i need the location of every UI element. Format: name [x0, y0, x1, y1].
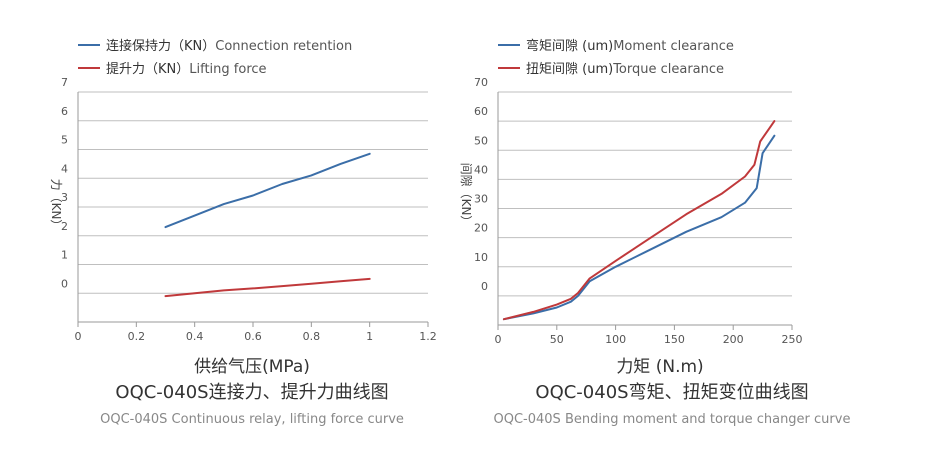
legend-right-label-1: 扭矩间隙 (um)Torque clearance	[526, 62, 724, 77]
y-tick-label-right-4: 40	[474, 163, 488, 176]
legend-left-label-1: 提升力（KN）Lifting force	[106, 61, 267, 77]
legend-left: 连接保持力（KN）Connection retention 提升力（KN）Lif…	[78, 38, 352, 77]
y-tick-label-right-0: 0	[481, 280, 488, 293]
legend-right-label-0: 弯矩间隙 (um)Moment clearance	[526, 38, 734, 54]
x-tick-label-left-5: 1	[366, 330, 373, 343]
y-axis-label-left: 力（KN）	[49, 179, 63, 232]
chart-left: 连接保持力（KN）Connection retention 提升力（KN）Lif…	[49, 38, 437, 427]
chart-title-right: OQC-040S弯矩、扭矩变位曲线图	[535, 382, 808, 403]
series-line-right-1	[502, 120, 776, 321]
y-tick-label-left-5: 5	[61, 134, 68, 147]
chart-right: 弯矩间隙 (um)Moment clearance 扭矩间隙 (um)Torqu…	[459, 38, 850, 427]
legend-right: 弯矩间隙 (um)Moment clearance 扭矩间隙 (um)Torqu…	[498, 38, 734, 77]
y-tick-label-right-7: 70	[474, 76, 488, 89]
y-tick-label-left-2: 2	[61, 220, 68, 233]
x-tick-label-left-1: 0.2	[128, 330, 146, 343]
y-tick-label-left-1: 1	[61, 249, 68, 262]
y-tick-label-left-3: 3	[61, 191, 68, 204]
x-tick-label-right-5: 250	[782, 333, 803, 346]
y-tick-label-right-5: 50	[474, 134, 488, 147]
chart-subtitle-right: OQC-040S Bending moment and torque chang…	[494, 412, 851, 427]
x-tick-label-right-3: 150	[664, 333, 685, 346]
y-tick-label-right-2: 20	[474, 222, 488, 235]
chart-title-left: OQC-040S连接力、提升力曲线图	[115, 382, 388, 403]
y-tick-label-right-6: 60	[474, 105, 488, 118]
y-tick-label-left-0: 0	[61, 277, 68, 290]
x-tick-label-left-2: 0.4	[186, 330, 204, 343]
x-tick-label-left-3: 0.6	[244, 330, 262, 343]
chart-subtitle-left: OQC-040S Continuous relay, lifting force…	[100, 412, 404, 427]
x-tick-label-right-0: 0	[495, 333, 502, 346]
plot-area-left: 0 1 2 3 4 5 6 7 0 0.2 0.4 0.6 0.8 1 1.2	[61, 76, 437, 343]
series-line-left-1	[164, 277, 371, 298]
y-tick-label-left-7: 7	[61, 76, 68, 89]
x-tick-label-left-6: 1.2	[419, 330, 437, 343]
x-tick-label-right-2: 100	[605, 333, 626, 346]
y-tick-label-right-1: 10	[474, 251, 488, 264]
x-tick-label-right-1: 50	[550, 333, 564, 346]
x-tick-label-left-0: 0	[75, 330, 82, 343]
legend-left-label-0: 连接保持力（KN）Connection retention	[106, 38, 352, 54]
y-axis-label-right: 间隙（KN）	[459, 163, 473, 228]
series-line-left-0	[164, 152, 371, 229]
series-line-right-0	[502, 134, 776, 321]
y-tick-label-left-4: 4	[61, 162, 68, 175]
y-tick-label-left-6: 6	[61, 105, 68, 118]
x-tick-label-left-4: 0.8	[303, 330, 321, 343]
y-tick-label-right-3: 30	[474, 193, 488, 206]
x-axis-label-left: 供给气压(MPa)	[194, 357, 310, 377]
plot-area-right: 0 10 20 30 40 50 60 70 0 50 100 150 200 250	[474, 76, 803, 346]
x-tick-label-right-4: 200	[723, 333, 744, 346]
x-axis-label-right: 力矩 (N.m)	[616, 357, 703, 377]
